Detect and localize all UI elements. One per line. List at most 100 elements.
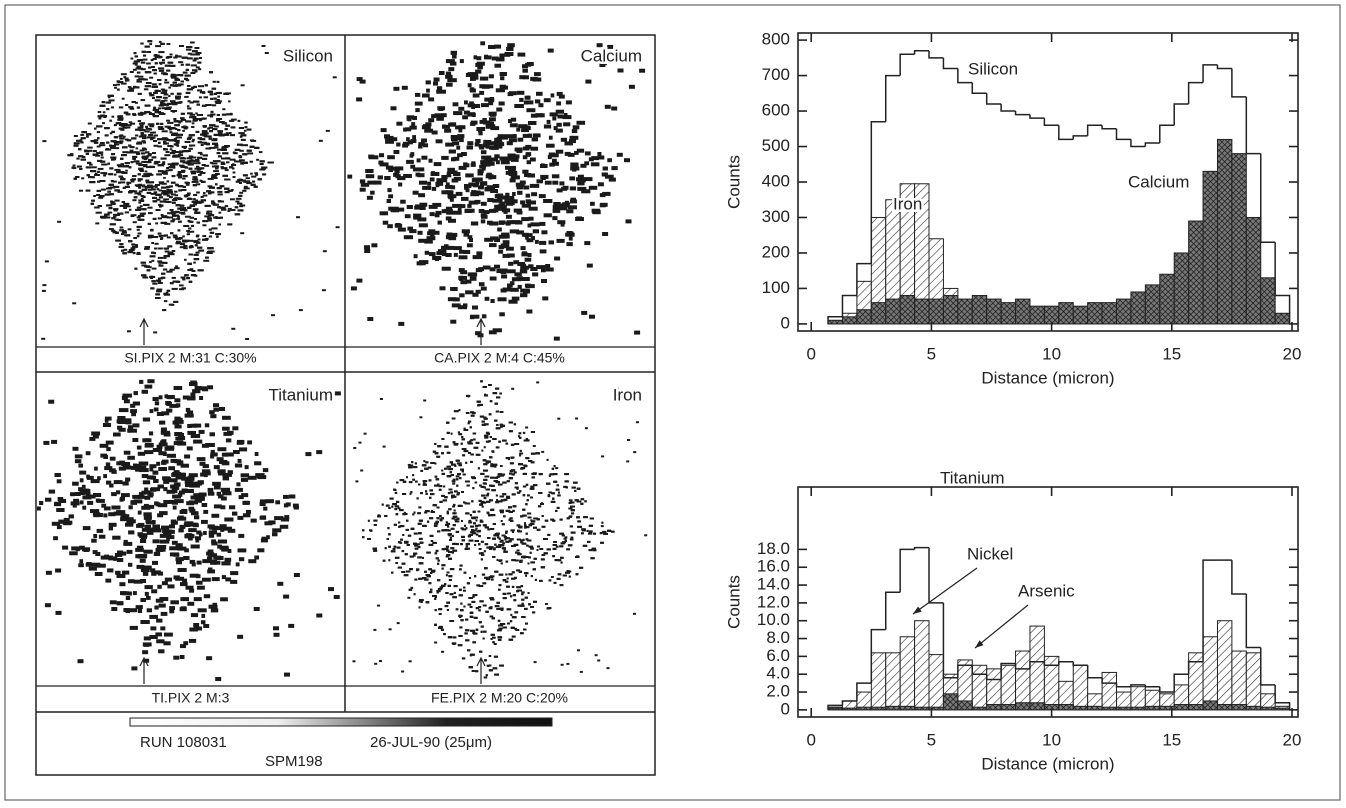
map-dot [435, 139, 443, 144]
map-dot [188, 476, 195, 481]
map-dot [474, 199, 481, 204]
map-dot [149, 94, 155, 97]
map-dot [183, 523, 191, 527]
map-dot [137, 75, 144, 78]
map-dot [45, 570, 52, 575]
map-dot [155, 222, 159, 225]
map-dot [585, 79, 592, 84]
map-dot [246, 182, 252, 185]
map-dot [590, 162, 600, 167]
map-dot [89, 163, 93, 166]
map-dot [193, 623, 200, 627]
map-dot [405, 127, 412, 132]
map-dot [246, 128, 252, 131]
map-dot [445, 71, 452, 76]
map-dot [158, 83, 162, 86]
map-dot [217, 200, 222, 203]
map-dot [119, 497, 124, 502]
map-dot [90, 479, 100, 484]
map-dot [89, 436, 96, 441]
map-dot [119, 140, 124, 143]
map-dot [431, 114, 437, 119]
map-dot [217, 190, 223, 193]
map-dot [506, 141, 513, 146]
map-dot [215, 183, 218, 186]
map-dot [92, 150, 97, 153]
map-dot [390, 208, 396, 212]
map-dot [489, 145, 496, 150]
map-dot [446, 210, 453, 215]
map-dot [153, 479, 159, 483]
map-dot [139, 468, 149, 473]
map-dot [521, 217, 529, 222]
map-dot [210, 115, 213, 118]
map-dot [416, 158, 421, 163]
map-dot [168, 303, 174, 306]
map-dot [506, 156, 514, 161]
map-dot [218, 155, 222, 158]
map-dot [212, 203, 219, 206]
map-dot [101, 101, 106, 104]
map-dot [157, 260, 163, 263]
map-dot [152, 217, 157, 220]
map-dot [157, 138, 164, 141]
map-dot [110, 106, 115, 109]
map-dot [182, 71, 188, 74]
map-dot [149, 275, 153, 278]
map-dot [82, 526, 91, 531]
map-dot [108, 207, 113, 210]
map-dot [45, 497, 52, 502]
map-dot [224, 169, 229, 172]
map-dot [147, 527, 155, 532]
map-dot [108, 173, 114, 176]
map-dot [468, 200, 479, 205]
map-dot [238, 533, 245, 538]
map-dot [488, 74, 494, 79]
map-dot [157, 584, 162, 589]
map-dot [117, 550, 124, 555]
map-dot [279, 524, 289, 529]
map-dot [182, 235, 185, 238]
map-dot [185, 63, 190, 66]
map-dot [117, 212, 124, 215]
map-dot [138, 533, 148, 538]
map-dot [193, 53, 200, 56]
map-dot [241, 159, 245, 162]
map-dot [184, 195, 188, 198]
map-dot [444, 128, 452, 133]
map-dot [409, 125, 417, 130]
map-dot [213, 146, 219, 149]
map-dot [157, 164, 165, 167]
map-dot [202, 235, 207, 237]
map-dot [188, 528, 197, 533]
map-dot [483, 139, 492, 144]
map-dot [208, 191, 215, 194]
map-dot [205, 443, 215, 447]
map-dot [53, 536, 58, 541]
map-dot [607, 158, 612, 163]
map-dot [607, 44, 614, 49]
map-dot [177, 172, 182, 175]
map-dot [186, 233, 191, 236]
map-dot [175, 265, 178, 268]
map-dot [164, 125, 171, 128]
map-dot [144, 591, 149, 596]
map-dot [112, 231, 117, 234]
map-dot [144, 111, 151, 114]
map-dot [215, 173, 220, 175]
map-dot [488, 45, 496, 49]
map-dot [177, 207, 184, 210]
map-dot [98, 196, 104, 199]
map-dot [277, 581, 284, 586]
map-dot [188, 167, 193, 170]
map-dot [421, 138, 427, 143]
map-dot [146, 51, 152, 53]
map-dot [73, 498, 80, 503]
map-dot [221, 496, 227, 501]
map-dot [482, 120, 490, 125]
map-dot [172, 154, 178, 157]
map-dot [181, 488, 188, 493]
map-dot [86, 135, 89, 138]
map-dot [111, 130, 115, 133]
map-dot [531, 192, 538, 197]
